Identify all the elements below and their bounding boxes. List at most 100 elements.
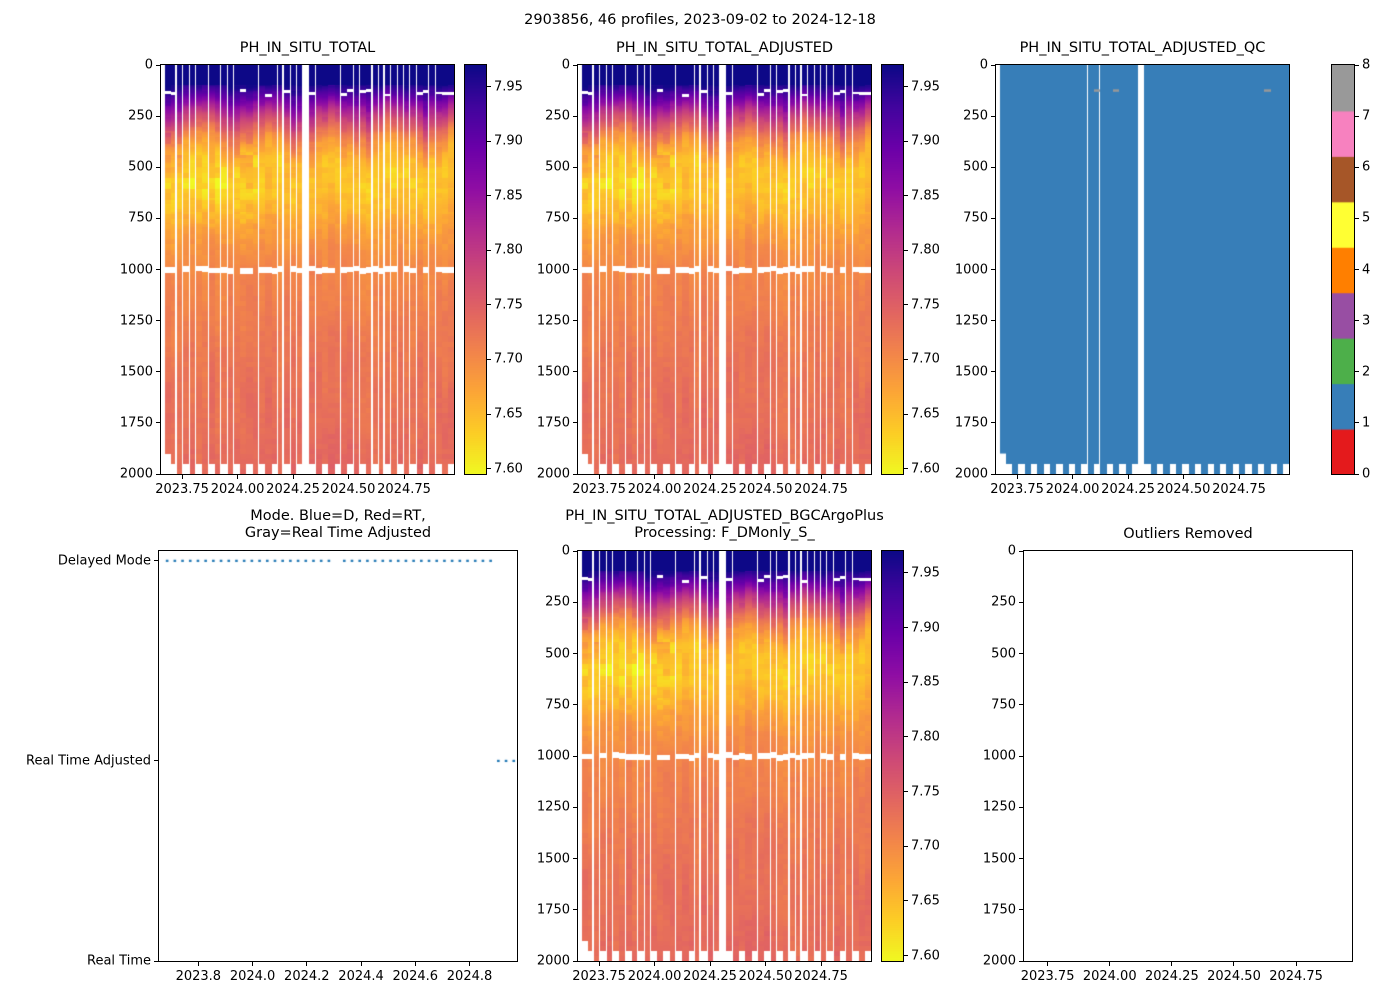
y-tick-label: 250 bbox=[545, 108, 570, 124]
x-tick-mark bbox=[237, 475, 239, 479]
colorbar-tick-mark bbox=[487, 249, 491, 251]
colorbar-tick-label: 7.75 bbox=[494, 297, 523, 313]
x-tick-mark bbox=[820, 475, 822, 479]
y-tick-mark bbox=[156, 269, 160, 270]
y-tick-mark bbox=[1019, 960, 1023, 962]
y-tick-mark bbox=[156, 320, 160, 322]
x-tick-mark bbox=[1127, 475, 1129, 479]
colorbar-tick-label: 7.70 bbox=[494, 351, 523, 367]
colorbar-tick-label: 4 bbox=[1362, 262, 1371, 277]
x-tick-mark bbox=[197, 962, 199, 966]
y-tick-label: 1250 bbox=[954, 313, 988, 329]
colorbar-tick-label: 7.95 bbox=[911, 79, 940, 95]
x-tick-label: 2024.25 bbox=[683, 482, 737, 497]
y-tick-label: 1250 bbox=[536, 313, 570, 329]
y-tick-mark bbox=[1019, 858, 1023, 859]
y-tick-mark bbox=[991, 166, 995, 168]
colorbar-tick-mark bbox=[1355, 320, 1359, 322]
y-tick-mark bbox=[1019, 601, 1023, 603]
y-tick-mark bbox=[156, 422, 160, 424]
y-tick-mark bbox=[573, 320, 577, 322]
y-tick-label: 750 bbox=[991, 697, 1016, 713]
x-tick-mark bbox=[360, 962, 362, 966]
x-tick-mark bbox=[1183, 475, 1185, 479]
y-tick-mark bbox=[573, 806, 577, 808]
y-tick-label: 2000 bbox=[536, 953, 570, 969]
colorbar-tick-label: 7.65 bbox=[911, 893, 940, 909]
y-tick-mark bbox=[154, 760, 158, 762]
colorbar-tick-mark bbox=[904, 572, 908, 574]
x-tick-label: 2024.75 bbox=[1269, 969, 1323, 984]
y-tick-mark bbox=[1019, 909, 1023, 911]
y-tick-mark bbox=[991, 422, 995, 424]
colorbar-discrete bbox=[1332, 65, 1354, 474]
colorbar-tick-label: 7.75 bbox=[911, 784, 940, 800]
y-tick-mark bbox=[573, 960, 577, 962]
x-tick-mark bbox=[181, 475, 183, 479]
y-tick-label: 1000 bbox=[536, 748, 570, 764]
x-tick-label: 2024.0 bbox=[229, 969, 276, 984]
y-tick-label: 1250 bbox=[536, 799, 570, 815]
x-tick-label: 2023.75 bbox=[990, 482, 1044, 497]
colorbar-tick-mark bbox=[904, 955, 908, 957]
x-tick-label: 2024.50 bbox=[738, 969, 793, 984]
colorbar-tick-label: 7.90 bbox=[911, 620, 940, 636]
x-tick-mark bbox=[1233, 962, 1235, 966]
panel-title-bgcargoplus-line2: Processing: F_DMonly_S_ bbox=[634, 525, 815, 541]
x-tick-label: 2024.50 bbox=[738, 482, 793, 497]
colorbar-tick-label: 7.85 bbox=[494, 188, 523, 204]
x-tick-label: 2024.75 bbox=[794, 969, 848, 984]
y-tick-label: 750 bbox=[545, 210, 570, 226]
x-tick-label: 2024.25 bbox=[1144, 969, 1199, 984]
y-tick-mark bbox=[573, 704, 577, 706]
y-tick-mark bbox=[156, 371, 160, 373]
heatmap-ph-bgcargoplus bbox=[578, 551, 871, 961]
x-tick-mark bbox=[348, 475, 350, 479]
colorbar-tick-mark bbox=[487, 140, 491, 142]
colorbar-tick-label: 3 bbox=[1362, 313, 1371, 329]
x-tick-mark bbox=[414, 962, 416, 966]
x-tick-label: 2024.4 bbox=[338, 969, 384, 984]
colorbar-tick-label: 7.75 bbox=[911, 297, 940, 313]
x-tick-mark bbox=[292, 475, 294, 479]
y-tick-mark bbox=[991, 320, 995, 322]
colorbar-tick-mark bbox=[1355, 473, 1359, 475]
y-tick-label: 0 bbox=[561, 543, 570, 559]
y-tick-mark bbox=[573, 166, 577, 168]
y-tick-label: Real Time bbox=[87, 953, 151, 969]
x-tick-label: 2024.75 bbox=[1212, 482, 1266, 497]
panel-title-ph-in-situ-total: PH_IN_SITU_TOTAL bbox=[239, 40, 376, 56]
y-tick-label: 250 bbox=[963, 108, 988, 124]
y-tick-mark bbox=[1019, 704, 1023, 706]
y-tick-mark bbox=[156, 64, 160, 66]
colorbar-tick-mark bbox=[487, 468, 491, 470]
colorbar-tick-label: 7.60 bbox=[911, 948, 940, 964]
y-tick-label: 2000 bbox=[119, 466, 153, 482]
x-tick-mark bbox=[252, 962, 254, 966]
y-tick-mark bbox=[573, 601, 577, 603]
colorbar-gradient bbox=[882, 551, 903, 961]
x-tick-mark bbox=[598, 962, 600, 966]
x-tick-mark bbox=[709, 962, 711, 966]
colorbar-tick-label: 7.95 bbox=[911, 565, 940, 581]
x-tick-mark bbox=[1295, 962, 1297, 966]
x-tick-label: 2024.00 bbox=[627, 969, 682, 984]
scatter-mode bbox=[159, 551, 517, 961]
colorbar-tick-mark bbox=[904, 304, 908, 306]
y-tick-label: 1000 bbox=[954, 262, 988, 277]
colorbar-tick-label: 7.70 bbox=[911, 838, 940, 854]
colorbar-tick-mark bbox=[1355, 269, 1359, 270]
y-tick-label: Delayed Mode bbox=[57, 553, 151, 569]
colorbar-tick-mark bbox=[487, 86, 491, 88]
y-tick-mark bbox=[991, 473, 995, 475]
y-tick-mark bbox=[573, 115, 577, 117]
x-tick-mark bbox=[1238, 475, 1240, 479]
x-tick-mark bbox=[469, 962, 471, 966]
x-tick-label: 2024.75 bbox=[794, 482, 848, 497]
panel-title-bgcargoplus: PH_IN_SITU_TOTAL_ADJUSTED_BGCArgoPlus Pro… bbox=[497, 508, 952, 542]
y-tick-mark bbox=[991, 115, 995, 117]
y-tick-mark bbox=[1019, 755, 1023, 757]
y-tick-label: 1750 bbox=[954, 415, 988, 431]
y-tick-mark bbox=[154, 960, 158, 962]
